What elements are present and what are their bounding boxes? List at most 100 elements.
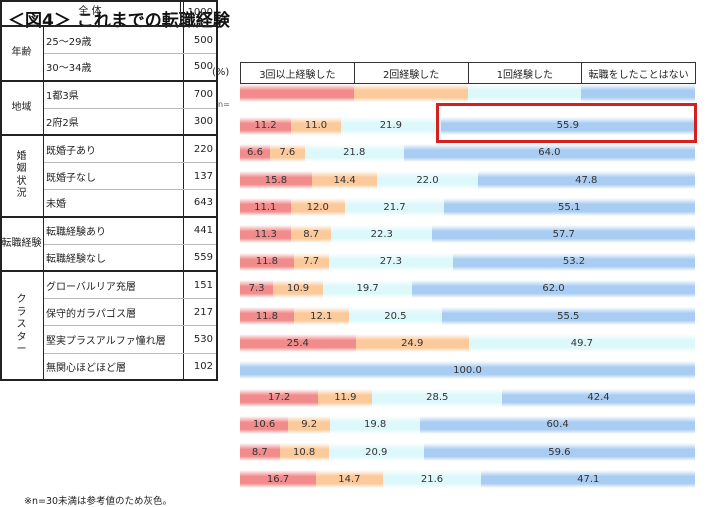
bar-segment: 14.7 [315, 470, 383, 489]
table-row: 未婚 643 [44, 190, 216, 218]
bar-segment: 10.6 [240, 415, 289, 434]
bar-segment: 25.4 [240, 334, 356, 353]
legend-swatch [467, 84, 582, 102]
bar-segment: 12.1 [293, 307, 349, 325]
table-row: 堅実プラスアルファ憧れ層 530 [44, 326, 216, 354]
row-label: 1都3県 [46, 91, 79, 103]
bar-segment: 10.8 [279, 443, 329, 461]
legend-label: 1回経験した [467, 62, 582, 84]
bar-segment: 21.8 [304, 143, 404, 162]
group-label: ク ラ ス タ ー [0, 272, 44, 381]
bar-segment: 64.0 [403, 143, 695, 162]
group-label: 婚 姻 状 況 [0, 136, 44, 218]
footnote: ※n=30未満は参考値のため灰色。 [24, 496, 173, 507]
bar-segment: 12.0 [290, 198, 346, 217]
bar-segment: 16.7 [240, 470, 316, 489]
bar-segment: 9.2 [288, 415, 331, 434]
bar-segment: 7.7 [293, 252, 329, 271]
row-n: 530 [183, 326, 216, 353]
bar-segment: 24.9 [355, 334, 469, 353]
bar-segment: 14.4 [311, 171, 378, 189]
bar-segment: 59.6 [423, 443, 695, 461]
row-n: 137 [183, 163, 216, 190]
row-n: 643 [183, 190, 216, 216]
row-n: 1000 [183, 0, 216, 26]
row-n: 217 [183, 299, 216, 326]
row-n: 102 [183, 353, 216, 379]
row-label: 未婚 [46, 199, 66, 211]
bar-segment: 21.6 [382, 470, 482, 489]
bar-segment: 11.8 [240, 307, 294, 325]
row-n: 300 [183, 108, 216, 134]
bar-segment: 17.2 [240, 388, 319, 407]
bar-segment: 100.0 [240, 361, 695, 380]
bar-segment: 15.8 [240, 171, 312, 189]
row-label: 25〜29歳 [46, 36, 92, 48]
legend-label: 3回以上経験した [240, 62, 354, 84]
table-row: 2府2県 300 [44, 108, 216, 136]
data-table: 全 体 1000 年齢 25〜29歳 500 30〜34歳 500 地域 1都3県 700 2府2県… [0, 0, 218, 381]
row-label: 既婚子あり [46, 145, 96, 157]
bar-segment: 62.0 [412, 279, 695, 298]
bar-segment: 27.3 [328, 252, 453, 271]
bar-segment: 8.7 [240, 443, 280, 461]
bar-segment: 11.3 [240, 225, 292, 244]
table-row: 無関心ほどほど層 102 [44, 353, 216, 381]
row-label: 転職経験あり [46, 227, 106, 239]
row-n: 220 [183, 136, 216, 163]
legend-swatch [353, 84, 468, 102]
row-n: 559 [183, 244, 216, 270]
row-n: 151 [183, 272, 216, 299]
bar-segment: 11.9 [318, 388, 373, 407]
bar-segment: 21.9 [341, 116, 441, 135]
bar-segment: 55.5 [442, 307, 695, 325]
bar-segment: 22.3 [331, 225, 433, 244]
row-label: 無関心ほどほど層 [46, 362, 126, 374]
bar-segment: 55.9 [440, 116, 695, 135]
bar-segment: 22.0 [377, 171, 478, 189]
legend-swatch [240, 84, 354, 102]
bar-segment: 10.9 [273, 279, 323, 298]
bar-segment: 21.7 [345, 198, 444, 217]
group-label: 転職経験 [0, 217, 44, 272]
row-label: 2府2県 [46, 117, 79, 129]
bar-segment: 55.1 [443, 198, 695, 217]
bar-segment: 11.2 [240, 116, 291, 135]
bar-segment: 53.2 [452, 252, 695, 271]
bar-segment: 19.7 [322, 279, 413, 298]
table-row: グローバルリア充層 151 [44, 272, 216, 300]
row-label: 保守的ガラパゴス層 [46, 308, 137, 320]
table-row: 保守的ガラパゴス層 217 [44, 299, 216, 327]
legend-label: 転職をしたことはない [581, 62, 696, 84]
n-label: n= [218, 100, 230, 109]
row-label: 30〜34歳 [46, 63, 92, 75]
bar-segment: 8.7 [291, 225, 331, 244]
row-label: 転職経験なし [46, 253, 106, 265]
bar-segment: 28.5 [372, 388, 503, 407]
bar-segment: 47.8 [477, 171, 695, 189]
row-n: 500 [183, 27, 216, 54]
legend-label: 2回経験した [353, 62, 468, 84]
bar-segment: 6.6 [240, 143, 271, 162]
table-row: 転職経験なし 559 [44, 244, 216, 272]
group-label: 年齢 [0, 27, 44, 82]
table-row: 転職経験あり 441 [44, 217, 216, 245]
table-row: 既婚子あり 220 [44, 136, 216, 164]
group-label: 地域 [0, 81, 44, 136]
table-row: 既婚子なし 137 [44, 163, 216, 191]
bar-segment: 11.8 [240, 252, 294, 271]
legend-swatch [581, 84, 695, 102]
bar-segment: 7.3 [240, 279, 274, 298]
bar-segment: 7.6 [270, 143, 305, 162]
row-n: 700 [183, 81, 216, 108]
row-n: 500 [183, 54, 216, 80]
bar-segment: 57.7 [432, 225, 695, 244]
bar-segment: 11.0 [290, 116, 341, 135]
bar-segment: 20.9 [328, 443, 424, 461]
bar-segment: 11.1 [240, 198, 291, 217]
bar-segment: 49.7 [468, 334, 695, 353]
highlight-box [436, 103, 697, 143]
bar-segment: 47.1 [481, 470, 696, 489]
row-label: 既婚子なし [46, 172, 96, 184]
row-label: 堅実プラスアルファ憧れ層 [46, 335, 166, 347]
